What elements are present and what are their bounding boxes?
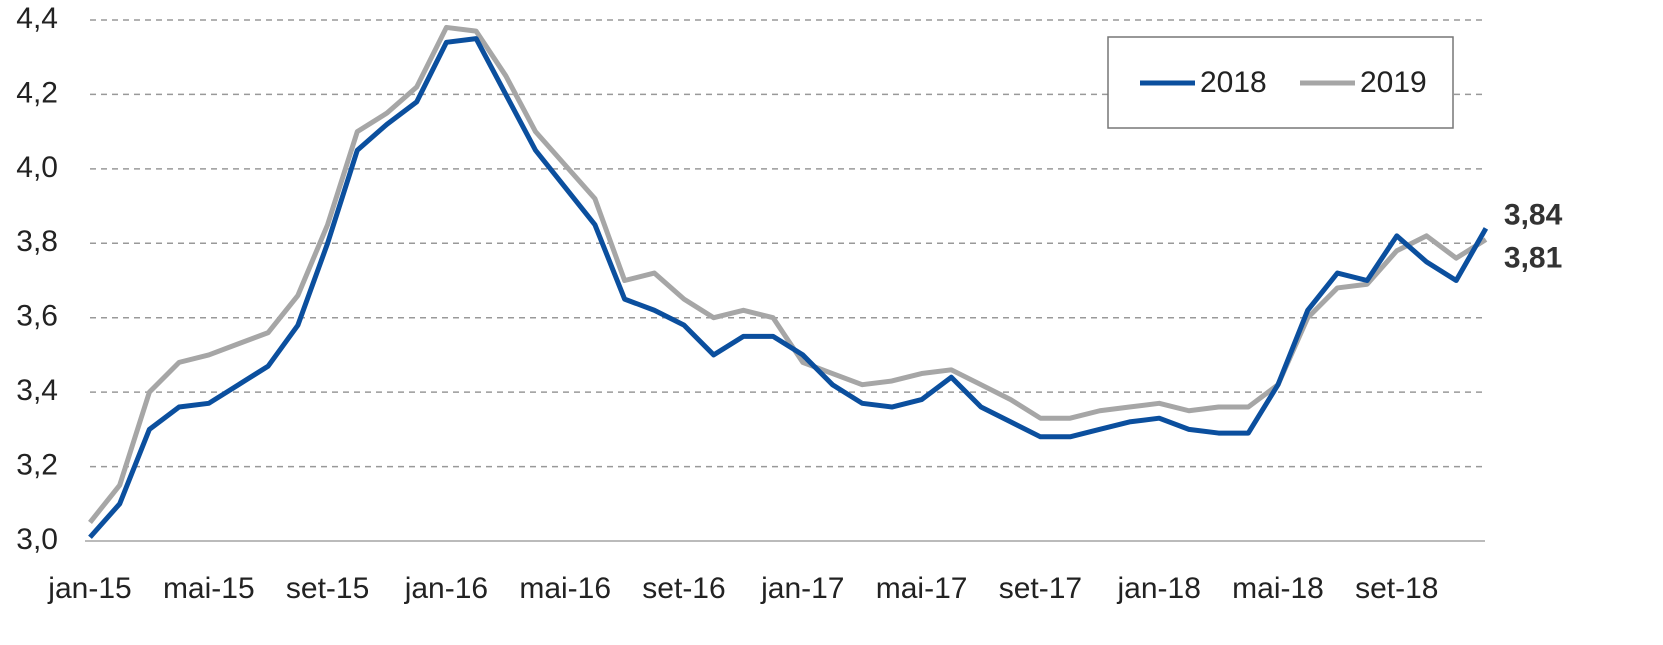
x-tick-label: jan-15 [47,572,131,605]
legend-box [1107,36,1454,129]
line-series [88,36,1489,539]
data-label: 3,84 [1504,198,1563,231]
y-tick-label: 3,8 [16,225,58,258]
x-tick-label: jan-17 [760,572,844,605]
x-tick-label: set-15 [286,572,369,605]
x-tick-label: set-16 [642,572,725,605]
y-tick-label: 4,2 [16,76,58,109]
y-tick-label: 4,0 [16,151,58,184]
legend-label: 2018 [1200,66,1267,99]
x-tick-label: jan-16 [404,572,488,605]
x-tick-label: set-18 [1355,572,1438,605]
x-tick-label: mai-18 [1232,572,1324,605]
y-tick-label: 3,4 [16,374,58,407]
y-tick-label: 3,6 [16,300,58,333]
line-series [88,24,1488,524]
legend-label: 2019 [1360,66,1427,99]
y-tick-label: 3,2 [16,448,58,481]
x-tick-label: jan-18 [1116,572,1200,605]
y-tick-label: 4,4 [16,2,58,35]
x-tick-label: mai-15 [163,572,255,605]
x-tick-label: mai-17 [876,572,968,605]
data-label: 3,81 [1504,241,1562,274]
x-tick-label: mai-16 [519,572,611,605]
y-tick-label: 3,0 [16,523,58,556]
x-tick-label: set-17 [999,572,1082,605]
